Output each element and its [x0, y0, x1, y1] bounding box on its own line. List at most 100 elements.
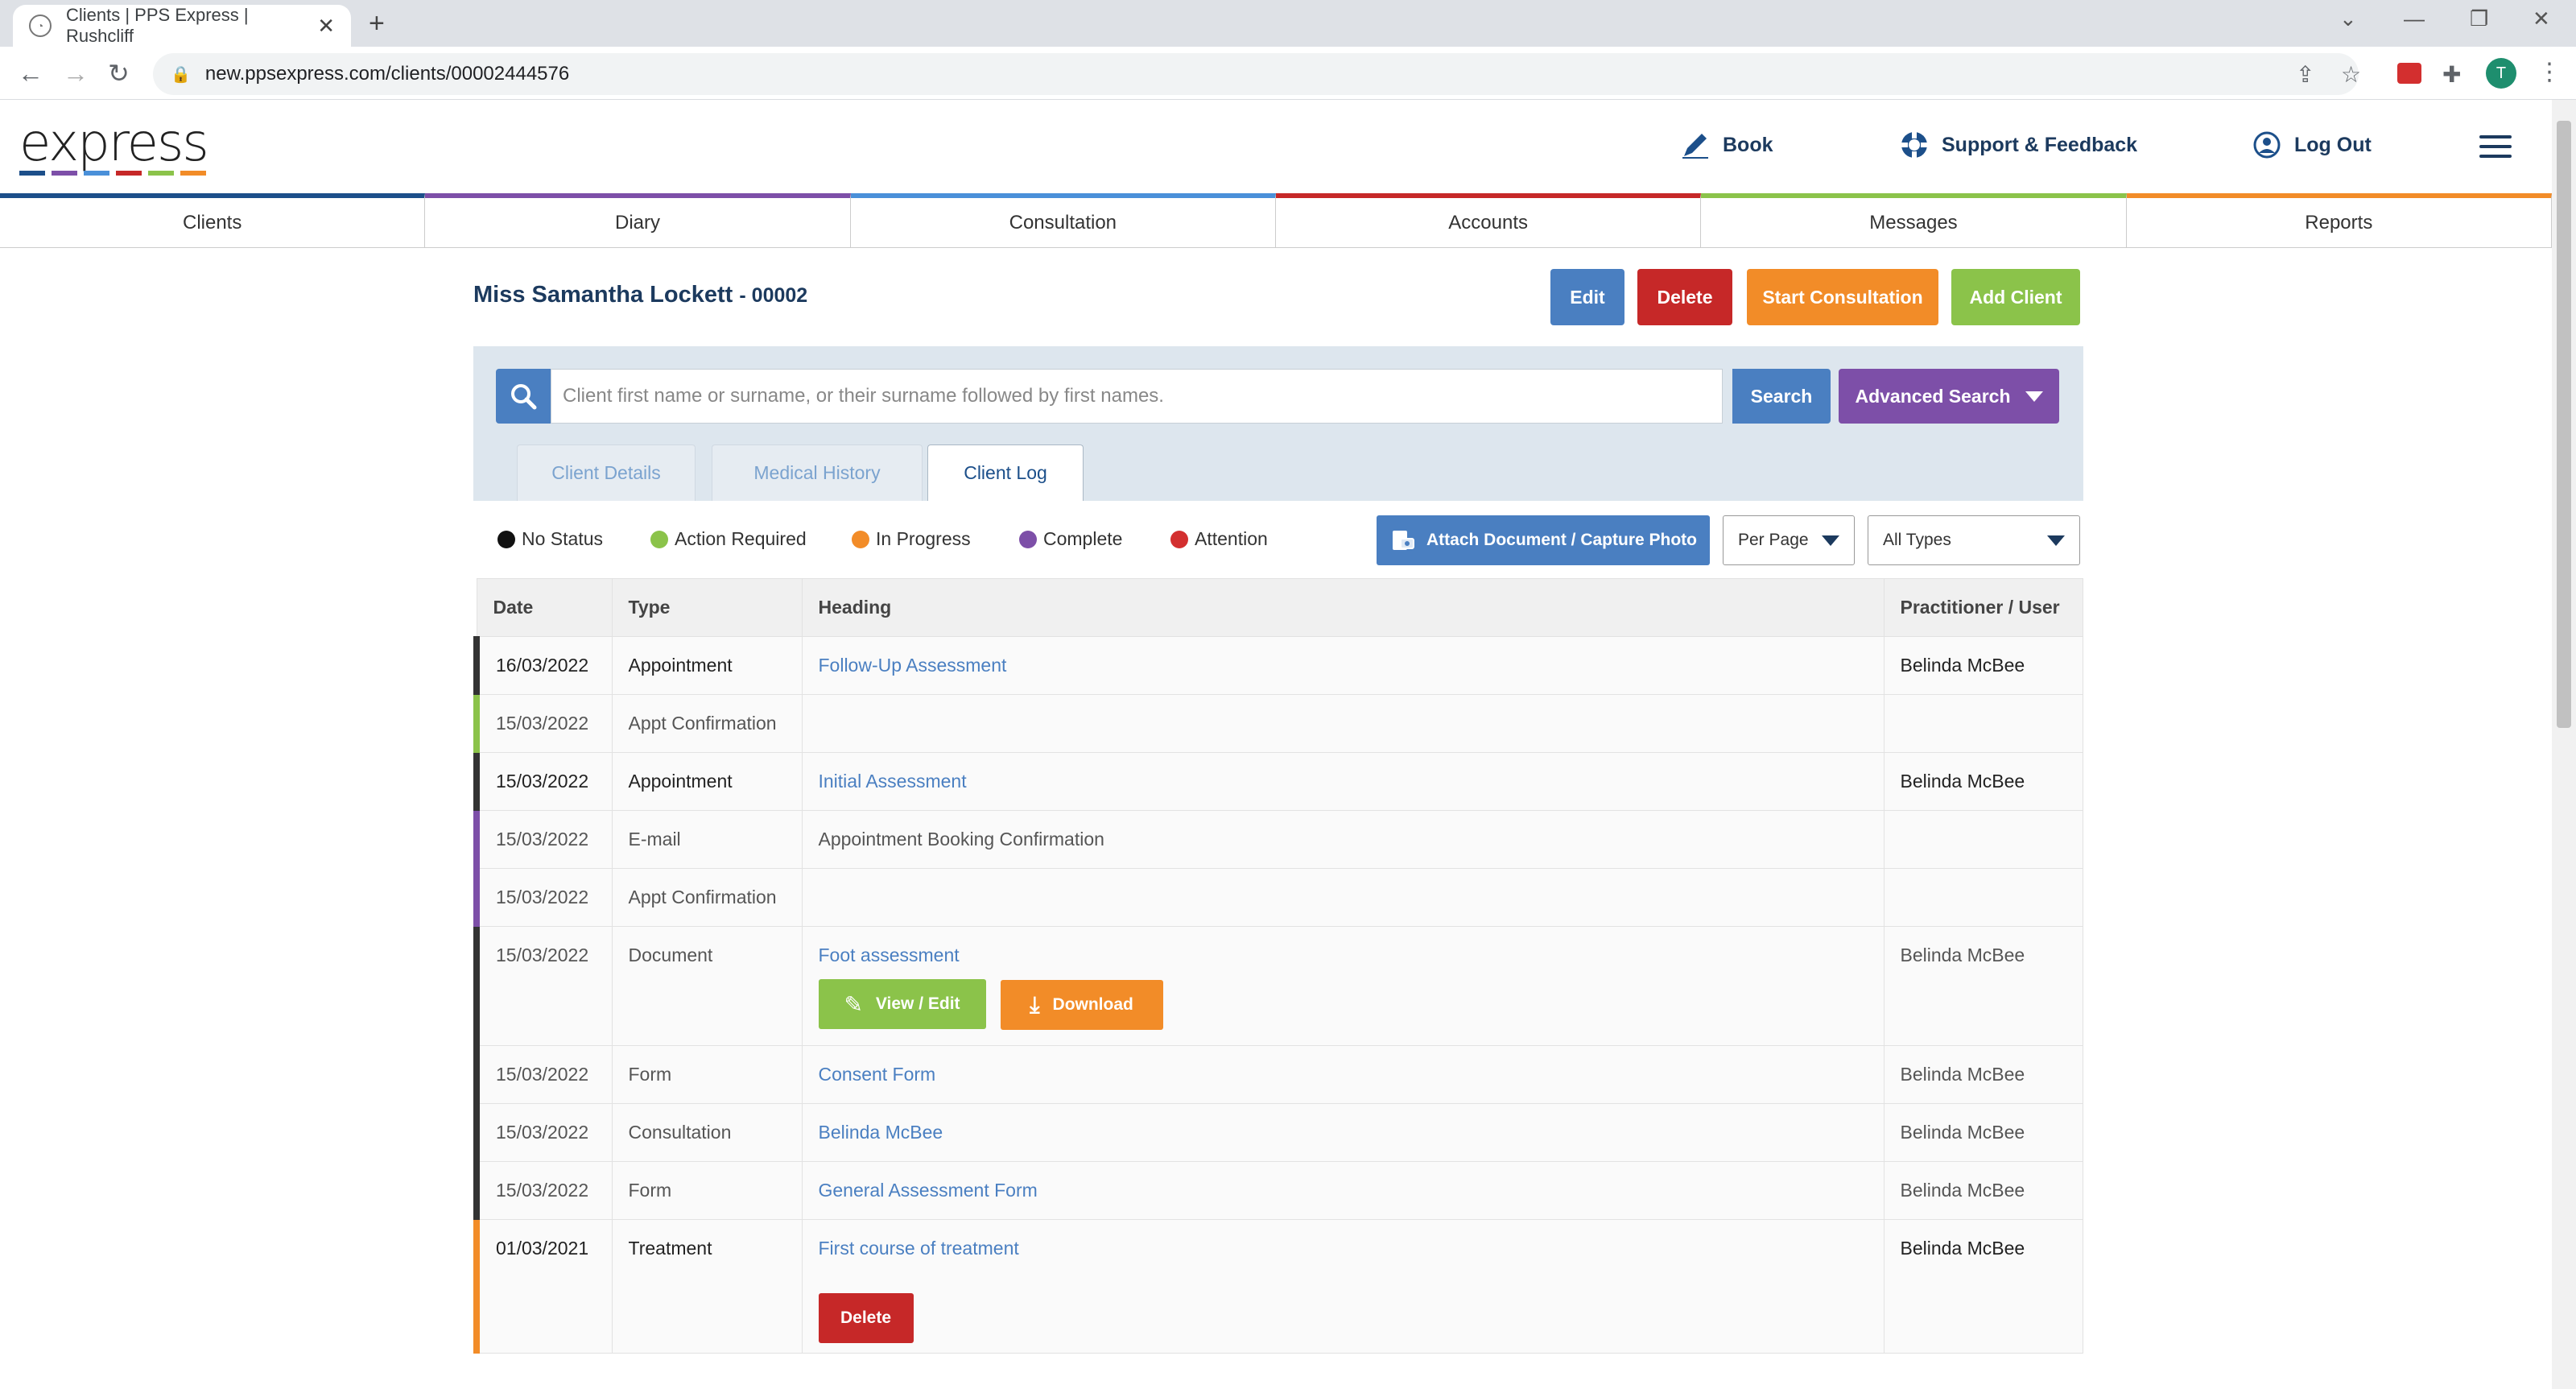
view-edit-button[interactable]: ✎ View / Edit: [818, 979, 986, 1029]
restore-icon[interactable]: ❐: [2470, 6, 2489, 31]
new-tab-icon[interactable]: +: [369, 8, 385, 39]
table-row[interactable]: 15/03/2022 Document Foot assessment ✎ View /…: [473, 926, 2083, 1046]
browser-menu-icon[interactable]: ⋮: [2537, 59, 2562, 85]
column-header-heading: Heading: [801, 578, 1885, 637]
table-row[interactable]: 01/03/2021 Treatment First course of treat…: [473, 1219, 2083, 1354]
camera-document-icon: [1392, 531, 1414, 550]
tab-search-chevron-icon[interactable]: ⌄: [2339, 6, 2357, 31]
cell-heading[interactable]: Consent Form: [801, 1045, 1885, 1104]
nav-tab-consultation[interactable]: Consultation: [850, 193, 1276, 247]
client-search-panel: Search Advanced Search Client Details Me…: [473, 346, 2083, 501]
profile-avatar[interactable]: T: [2486, 58, 2516, 89]
tab-client-log[interactable]: Client Log: [927, 444, 1084, 501]
cell-date: 15/03/2022: [473, 926, 613, 1046]
cell-heading[interactable]: Initial Assessment: [801, 752, 1885, 811]
table-row[interactable]: 15/03/2022 Consultation Belinda McBee Belin…: [473, 1103, 2083, 1162]
legend-item: Attention: [1170, 528, 1268, 550]
browser-tab-strip: ◔ Clients | PPS Express | Rushcliff ✕ + …: [0, 0, 2576, 47]
table-row[interactable]: 15/03/2022 Appt Confirmation: [473, 868, 2083, 927]
edit-client-button[interactable]: Edit: [1550, 269, 1624, 325]
delete-entry-button[interactable]: Delete: [818, 1293, 914, 1343]
share-icon[interactable]: ⇪: [2296, 62, 2315, 87]
download-button[interactable]: ⤓ Download: [1000, 980, 1163, 1030]
cell-heading[interactable]: Belinda McBee: [801, 1103, 1885, 1162]
extension-icon[interactable]: [2397, 63, 2421, 84]
cell-heading[interactable]: Follow-Up Assessment: [801, 636, 1885, 695]
cell-date: 15/03/2022: [473, 752, 613, 811]
table-row[interactable]: 15/03/2022 Appointment Initial Assessment B…: [473, 752, 2083, 811]
start-consultation-button[interactable]: Start Consultation: [1747, 269, 1938, 325]
site-favicon-icon: ◔: [29, 14, 52, 37]
extensions-puzzle-icon[interactable]: ✚: [2442, 62, 2462, 87]
cell-user: Belinda McBee: [1883, 636, 2083, 695]
table-row[interactable]: 15/03/2022 Appt Confirmation: [473, 694, 2083, 753]
chevron-down-icon: [2047, 535, 2065, 546]
cell-date: 16/03/2022: [473, 636, 613, 695]
delete-client-button[interactable]: Delete: [1637, 269, 1732, 325]
cell-heading[interactable]: First course of treatment Delete: [801, 1219, 1885, 1354]
add-client-button[interactable]: Add Client: [1951, 269, 2080, 325]
type-filter-select[interactable]: All Types: [1868, 515, 2080, 565]
nav-tab-messages[interactable]: Messages: [1701, 193, 2127, 247]
scrollbar-thumb[interactable]: [2557, 121, 2571, 728]
logo-color-bar: [84, 171, 109, 176]
cell-user: [1883, 868, 2083, 927]
nav-tab-clients[interactable]: Clients: [0, 193, 426, 247]
minimize-icon[interactable]: —: [2404, 6, 2425, 31]
support-feedback-link[interactable]: Support & Feedback: [1898, 129, 2137, 161]
bookmark-star-icon[interactable]: ☆: [2341, 62, 2362, 87]
status-dot-icon: [497, 530, 515, 548]
user-circle-icon: [2251, 129, 2283, 161]
close-tab-icon[interactable]: ✕: [317, 13, 335, 38]
table-row[interactable]: 15/03/2022 E-mail Appointment Booking Conf…: [473, 810, 2083, 869]
legend-item: In Progress: [852, 528, 971, 550]
hamburger-menu-icon[interactable]: [2479, 135, 2512, 164]
cell-type: Appointment: [611, 752, 803, 811]
logo-color-bar: [19, 171, 45, 176]
table-row[interactable]: 16/03/2022 Appointment Follow-Up Assessmen…: [473, 636, 2083, 695]
url-text: new.ppsexpress.com/clients/00002444576: [204, 63, 570, 85]
cell-type: Consultation: [611, 1103, 803, 1162]
cell-type: Form: [611, 1161, 803, 1220]
cell-date: 15/03/2022: [473, 1045, 613, 1104]
close-window-icon[interactable]: ✕: [2533, 6, 2550, 31]
cell-heading[interactable]: General Assessment Form: [801, 1161, 1885, 1220]
attach-document-button[interactable]: Attach Document / Capture Photo: [1377, 515, 1710, 565]
status-dot-icon: [1019, 530, 1037, 548]
cell-user: Belinda McBee: [1883, 1161, 2083, 1220]
legend-item: Action Required: [650, 528, 807, 550]
browser-tab[interactable]: ◔ Clients | PPS Express | Rushcliff ✕: [13, 5, 351, 47]
chevron-down-icon: [1822, 535, 1839, 546]
logo-color-bar: [148, 171, 174, 176]
nav-tab-accounts[interactable]: Accounts: [1275, 193, 1702, 247]
forward-icon[interactable]: →: [63, 59, 89, 88]
express-logo[interactable]: express: [19, 118, 209, 176]
tab-medical-history[interactable]: Medical History: [712, 444, 923, 501]
chevron-down-icon: [2025, 391, 2043, 402]
reload-icon[interactable]: ↻: [108, 59, 130, 88]
advanced-search-button[interactable]: Advanced Search: [1839, 369, 2059, 424]
cell-heading[interactable]: Foot assessment ✎ View / Edit ⤓ Download: [801, 926, 1885, 1046]
nav-tab-reports[interactable]: Reports: [2126, 193, 2552, 247]
logo-color-bar: [180, 171, 206, 176]
table-row[interactable]: 15/03/2022 Form Consent Form Belinda McBee: [473, 1045, 2083, 1104]
url-field[interactable]: 🔒 new.ppsexpress.com/clients/00002444576: [153, 53, 2359, 95]
search-button[interactable]: Search: [1732, 369, 1831, 424]
book-link[interactable]: Book: [1679, 129, 1773, 161]
lifebuoy-icon: [1898, 129, 1930, 161]
cell-type: Appt Confirmation: [611, 694, 803, 753]
legend-item: Complete: [1019, 528, 1122, 550]
row-actions: ✎ View / Edit ⤓ Download: [818, 966, 1884, 1030]
table-row[interactable]: 15/03/2022 Form General Assessment Form Bel…: [473, 1161, 2083, 1220]
logout-link[interactable]: Log Out: [2251, 129, 2372, 161]
nav-tab-diary[interactable]: Diary: [425, 193, 851, 247]
tab-client-details[interactable]: Client Details: [517, 444, 696, 501]
pen-icon: [1679, 129, 1711, 161]
column-header-user: Practitioner / User: [1883, 578, 2083, 637]
address-bar-row: ← → ↻ 🔒 new.ppsexpress.com/clients/00002…: [0, 47, 2576, 100]
back-icon[interactable]: ←: [18, 59, 43, 88]
cell-type: Appointment: [611, 636, 803, 695]
cell-user: Belinda McBee: [1883, 752, 2083, 811]
per-page-select[interactable]: Per Page: [1723, 515, 1855, 565]
client-search-input[interactable]: [551, 369, 1723, 424]
